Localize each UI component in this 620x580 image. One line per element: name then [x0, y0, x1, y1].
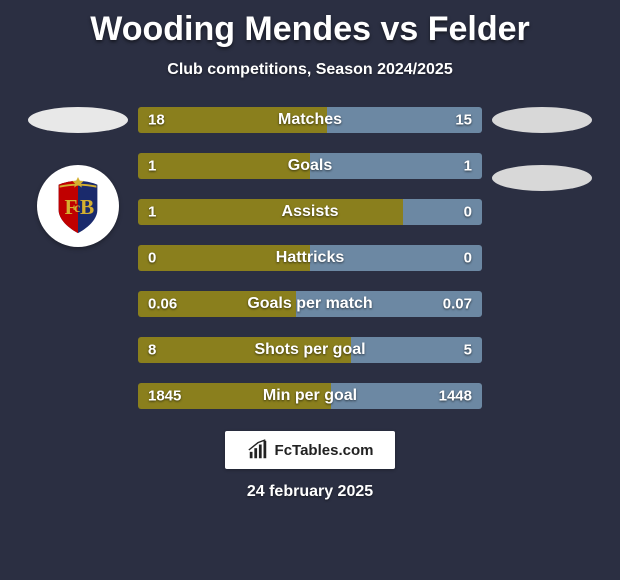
- stat-label: Shots per goal: [254, 341, 365, 359]
- stat-value-right: 15: [455, 112, 472, 129]
- stat-value-left: 0: [148, 250, 156, 267]
- player-right-silhouette: [492, 107, 592, 133]
- stat-row: 8 Shots per goal 5: [138, 337, 482, 363]
- stat-value-right: 0: [464, 250, 472, 267]
- stat-row: 0.06 Goals per match 0.07: [138, 291, 482, 317]
- bar-right-fill: [351, 337, 482, 363]
- svg-text:c: c: [74, 200, 80, 215]
- stat-value-right: 5: [464, 342, 472, 359]
- bar-right-fill: [310, 153, 482, 179]
- club-badge-left: F B c: [37, 165, 119, 247]
- stat-value-right: 0: [464, 204, 472, 221]
- stat-bars: 18 Matches 15 1 Goals 1 1 Assists 0 0 Hattricks 0 0.…: [138, 107, 482, 409]
- stat-label: Hattricks: [276, 249, 344, 267]
- stat-label: Goals: [288, 157, 332, 175]
- club-badge-right-placeholder: [492, 165, 592, 191]
- svg-text:B: B: [80, 195, 94, 219]
- chart-icon: [247, 439, 269, 461]
- left-column: F B c: [18, 107, 138, 247]
- stat-row: 1 Goals 1: [138, 153, 482, 179]
- page-title: Wooding Mendes vs Felder: [0, 0, 620, 49]
- stat-value-left: 18: [148, 112, 165, 129]
- stat-label: Goals per match: [247, 295, 372, 313]
- bar-left-fill: [138, 199, 403, 225]
- stat-row: 18 Matches 15: [138, 107, 482, 133]
- stat-row: 0 Hattricks 0: [138, 245, 482, 271]
- stat-value-right: 0.07: [443, 296, 472, 313]
- stat-value-right: 1448: [439, 388, 472, 405]
- footer-date: 24 february 2025: [0, 483, 620, 501]
- subtitle: Club competitions, Season 2024/2025: [0, 61, 620, 79]
- comparison-content: F B c 18 Matches 15 1 Goals 1 1 Assists 0 0 Hattri…: [0, 107, 620, 409]
- basel-badge-icon: F B c: [47, 175, 109, 237]
- stat-label: Assists: [282, 203, 339, 221]
- stat-value-left: 1: [148, 158, 156, 175]
- stat-value-left: 1: [148, 204, 156, 221]
- stat-value-left: 8: [148, 342, 156, 359]
- bar-left-fill: [138, 153, 310, 179]
- stat-row: 1845 Min per goal 1448: [138, 383, 482, 409]
- brand-text: FcTables.com: [275, 442, 374, 459]
- stat-row: 1 Assists 0: [138, 199, 482, 225]
- stat-label: Min per goal: [263, 387, 357, 405]
- stat-value-right: 1: [464, 158, 472, 175]
- player-left-silhouette: [28, 107, 128, 133]
- right-column: [482, 107, 602, 191]
- stat-label: Matches: [278, 111, 342, 129]
- stat-value-left: 1845: [148, 388, 181, 405]
- brand-logo: FcTables.com: [225, 431, 395, 469]
- stat-value-left: 0.06: [148, 296, 177, 313]
